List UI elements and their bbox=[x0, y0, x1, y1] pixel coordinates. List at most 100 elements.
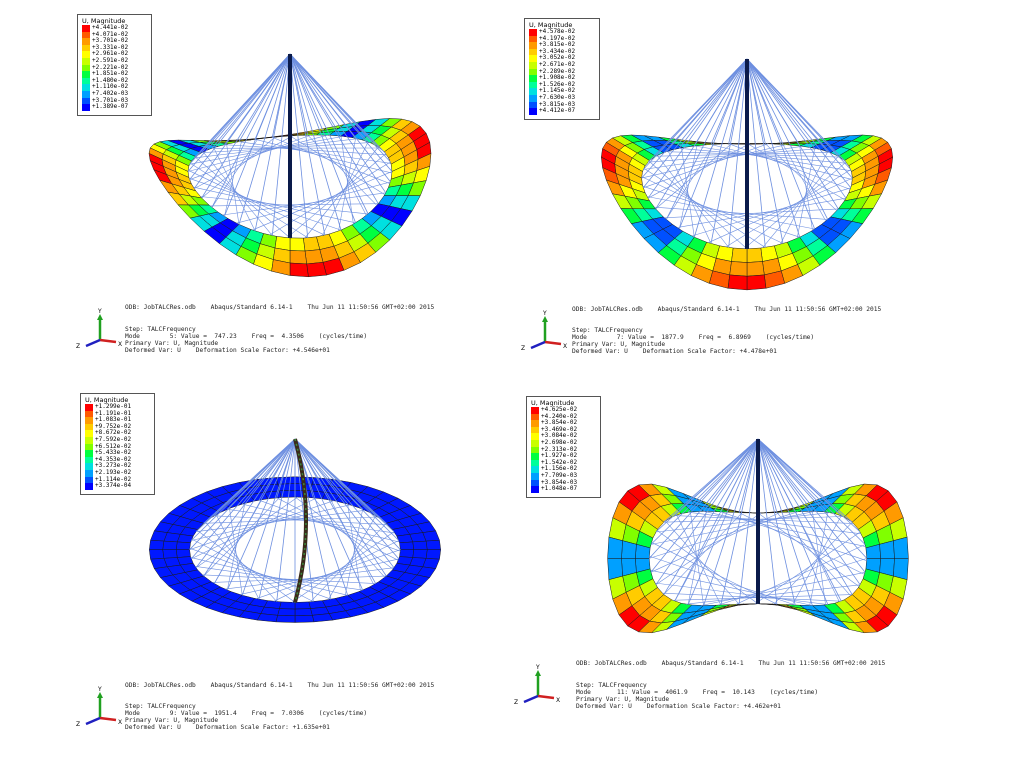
cable bbox=[256, 549, 401, 599]
cable bbox=[757, 438, 861, 533]
cable bbox=[294, 438, 400, 541]
cable bbox=[647, 148, 818, 163]
cable bbox=[743, 161, 847, 250]
cable bbox=[757, 438, 866, 573]
legend-swatch bbox=[82, 104, 90, 111]
mesh-element bbox=[412, 549, 428, 559]
cable bbox=[258, 438, 296, 501]
legend-swatch bbox=[531, 466, 539, 473]
legend-title: U, Magnitude bbox=[85, 396, 129, 404]
mesh-element bbox=[149, 539, 165, 550]
legend-value: +4.412e-07 bbox=[539, 107, 576, 115]
cable bbox=[728, 58, 748, 144]
cable bbox=[746, 143, 846, 201]
cable bbox=[794, 511, 840, 603]
cable bbox=[667, 150, 712, 244]
legend-value: +1.191e-01 bbox=[95, 409, 132, 417]
legend-value: +3.701e-02 bbox=[92, 37, 129, 45]
cable bbox=[294, 438, 377, 584]
legend-row: +3.469e-02 bbox=[531, 426, 596, 434]
cable bbox=[294, 438, 349, 596]
mesh-element bbox=[311, 613, 334, 623]
legend-value: +4.071e-02 bbox=[92, 30, 129, 38]
legend-row: +1.851e-02 bbox=[82, 71, 147, 78]
cable bbox=[647, 143, 751, 199]
legend-swatch bbox=[82, 31, 90, 39]
cable bbox=[252, 171, 393, 231]
mesh-element bbox=[746, 261, 765, 277]
x-axis bbox=[537, 694, 555, 700]
legend-swatch bbox=[82, 25, 90, 32]
legend-value: +3.434e-02 bbox=[539, 47, 576, 55]
cable bbox=[656, 529, 759, 605]
x-axis bbox=[99, 338, 117, 344]
cable bbox=[294, 438, 400, 560]
cable bbox=[738, 512, 865, 575]
cable bbox=[204, 521, 277, 602]
cable bbox=[258, 499, 401, 552]
legend-row: +3.815e-03 bbox=[529, 101, 595, 109]
legend-row: +3.052e-02 bbox=[529, 55, 595, 62]
cable bbox=[663, 438, 759, 523]
legend-value: +8.672e-02 bbox=[95, 429, 132, 437]
cable bbox=[291, 531, 395, 603]
legend-swatch bbox=[85, 417, 93, 424]
cable bbox=[227, 503, 246, 591]
odb-line: ODB: JobTALCRes.odb Abaqus/Standard 6.14… bbox=[125, 304, 435, 311]
legend-row: +4.353e-02 bbox=[85, 456, 150, 464]
cable bbox=[754, 531, 861, 605]
cable bbox=[211, 53, 291, 149]
legend-row: +2.698e-02 bbox=[531, 439, 596, 447]
legend-value: +7.592e-02 bbox=[95, 435, 132, 443]
cable bbox=[650, 511, 816, 545]
legend-swatch bbox=[529, 68, 537, 76]
step-line: Step: TALCFrequency bbox=[576, 682, 647, 689]
legend-title: U, Magnitude bbox=[82, 17, 126, 25]
cable bbox=[735, 544, 866, 605]
legend-swatch bbox=[85, 476, 93, 484]
cable bbox=[746, 58, 852, 170]
mesh-element bbox=[399, 549, 415, 558]
cable bbox=[679, 148, 848, 164]
cable bbox=[195, 496, 299, 568]
cable-net bbox=[189, 438, 401, 603]
mesh-element bbox=[271, 259, 291, 276]
legend-value: +1.114e-02 bbox=[95, 475, 132, 483]
cable bbox=[227, 509, 396, 534]
legend-swatch bbox=[85, 450, 93, 457]
cable bbox=[687, 438, 759, 605]
cable bbox=[710, 58, 748, 145]
legend-value: +1.110e-02 bbox=[92, 83, 129, 91]
cable bbox=[655, 512, 762, 586]
cable bbox=[746, 58, 852, 189]
cable bbox=[708, 177, 853, 243]
mesh-element bbox=[175, 541, 191, 550]
legend-row: +2.289e-02 bbox=[529, 68, 595, 76]
step-line: Step: TALCFrequency bbox=[572, 327, 643, 334]
z-axis bbox=[85, 338, 101, 348]
cable bbox=[191, 504, 351, 541]
legend-row: +4.578e-02 bbox=[529, 28, 595, 36]
legend-row: +2.221e-02 bbox=[82, 64, 147, 72]
mesh-element bbox=[256, 613, 279, 623]
cable bbox=[757, 438, 829, 513]
cable bbox=[202, 574, 376, 584]
primary-var-line: Primary Var: U, Magnitude bbox=[125, 340, 219, 347]
legend-value: +2.193e-02 bbox=[95, 468, 132, 476]
legend-row: +1.927e-02 bbox=[531, 453, 596, 460]
mesh-element bbox=[275, 615, 296, 623]
cable bbox=[757, 438, 853, 595]
cable bbox=[746, 58, 829, 152]
legend-swatch bbox=[529, 75, 537, 82]
legend-body: +4.625e-02 +4.240e-02 +3.854e-02 +3.469e-02… bbox=[531, 406, 596, 493]
cable bbox=[289, 53, 356, 139]
legend-swatch bbox=[85, 456, 93, 464]
cable bbox=[271, 53, 291, 236]
cable bbox=[294, 496, 394, 570]
legend-value: +1.083e-01 bbox=[95, 416, 132, 424]
cable bbox=[195, 510, 366, 532]
cable bbox=[762, 156, 839, 249]
legend-swatch bbox=[85, 410, 93, 418]
legend-value: +1.526e-02 bbox=[539, 80, 576, 88]
mesh-element bbox=[425, 539, 441, 550]
